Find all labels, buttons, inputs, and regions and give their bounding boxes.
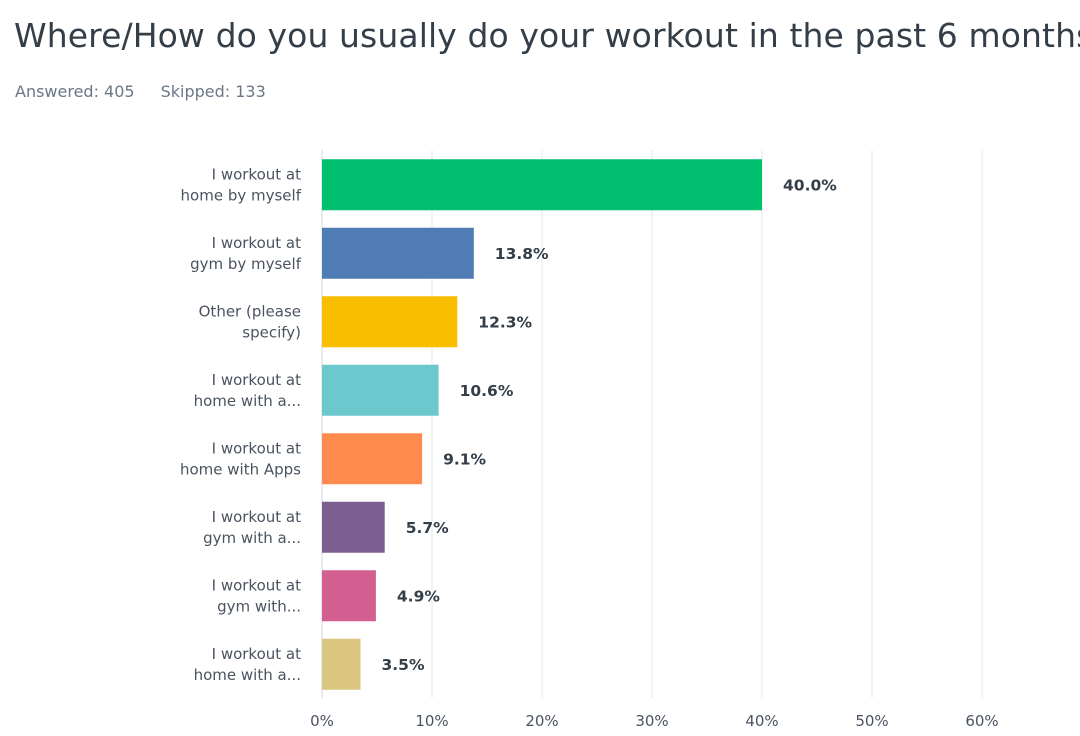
category-label-line: gym by myself [190,255,302,273]
value-label: 9.1% [443,450,486,468]
category-label-line: I workout at [212,439,301,457]
question-title: Where/How do you usually do your workout… [14,16,1080,55]
category-label-line: specify) [242,323,301,341]
value-label: 5.7% [406,519,449,537]
bar [322,570,376,622]
x-tick-label: 0% [310,712,334,730]
category-label-line: home with Apps [180,460,301,478]
bars [322,159,762,690]
x-axis-ticks: 0% 10% 20% 30% 40% 50% 60% [310,712,999,730]
skipped-count: Skipped: 133 [160,82,266,101]
category-label: I workout at home with a... [194,371,301,410]
category-label: I workout at home with Apps [180,439,301,478]
response-stats: Answered: 405 Skipped: 133 [15,82,266,101]
x-tick-label: 10% [415,712,448,730]
category-label: I workout at home with a... [194,645,301,684]
category-label: I workout at home by myself [181,165,302,204]
category-label: I workout at gym by myself [190,234,302,273]
answered-count: Answered: 405 [15,82,135,101]
value-labels: 40.0% 13.8% 12.3% 10.6% 9.1% 5.7% 4.9% 3.5% [382,176,838,674]
category-label-line: I workout at [212,165,301,183]
category-label: Other (please specify) [199,302,301,341]
value-label: 4.9% [397,587,440,605]
category-label-line: home by myself [181,186,302,204]
category-label: I workout at gym with a... [203,508,301,547]
x-tick-label: 40% [745,712,778,730]
category-label-line: I workout at [212,645,301,663]
bar [322,638,361,690]
x-tick-label: 30% [635,712,668,730]
value-label: 12.3% [478,313,532,331]
category-label-line: gym with... [217,597,301,615]
bar [322,433,423,485]
bar [322,296,458,348]
value-label: 13.8% [495,245,549,263]
category-label-line: home with a... [194,666,301,684]
bar [322,364,439,416]
category-label-line: gym with a... [203,529,301,547]
x-tick-label: 60% [965,712,998,730]
category-label-line: I workout at [212,234,301,252]
category-label-line: I workout at [212,576,301,594]
gridlines [321,150,983,698]
bar [322,501,385,553]
x-tick-label: 50% [855,712,888,730]
category-label-line: home with a... [194,392,301,410]
category-label-line: I workout at [212,508,301,526]
x-tick-label: 20% [525,712,558,730]
bar [322,227,474,279]
value-label: 10.6% [460,382,514,400]
bar [322,159,762,211]
value-label: 3.5% [382,656,425,674]
category-label-line: Other (please [199,302,301,320]
value-label: 40.0% [783,176,837,194]
category-labels: I workout at home by myself I workout at gy… [180,165,302,684]
category-label: I workout at gym with... [212,576,301,615]
category-label-line: I workout at [212,371,301,389]
